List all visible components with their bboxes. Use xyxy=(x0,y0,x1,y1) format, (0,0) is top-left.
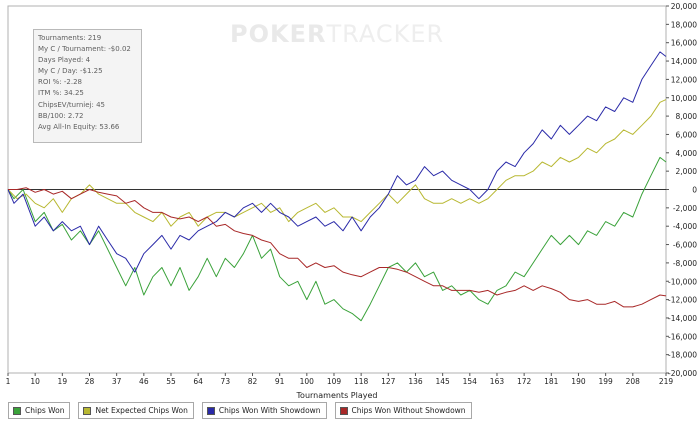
legend-swatch-chips-won xyxy=(13,406,21,415)
y-tick-label: -4,000 xyxy=(673,222,697,231)
chart-legend: Chips Won Net Expected Chips Won Chips W… xyxy=(8,402,472,419)
stat-tournaments: Tournaments: 219 xyxy=(38,34,102,42)
x-tick-label: 145 xyxy=(435,377,450,386)
y-tick-label: -2,000 xyxy=(673,204,697,213)
x-tick-label: 82 xyxy=(248,377,258,386)
x-tick-label: 91 xyxy=(275,377,285,386)
legend-swatch-net-expected xyxy=(83,406,92,415)
x-tick-label: 19 xyxy=(58,377,68,386)
watermark-light: TRACKER xyxy=(326,20,445,48)
stat-bb100: BB/100: 2.72 xyxy=(38,111,84,120)
legend-label: Net Expected Chips Won xyxy=(95,406,188,415)
legend-item-with-showdown[interactable]: Chips Won With Showdown xyxy=(201,402,327,419)
legend-item-net-expected[interactable]: Net Expected Chips Won xyxy=(78,402,194,419)
x-tick-label: 199 xyxy=(598,377,613,386)
x-tick-label: 219 xyxy=(659,377,674,386)
y-tick-label: 0 xyxy=(692,186,697,195)
legend-item-without-showdown[interactable]: Chips Won Without Showdown xyxy=(334,402,472,419)
x-tick-label: 181 xyxy=(544,377,559,386)
legend-label: Chips Won Without Showdown xyxy=(351,406,466,415)
y-tick-label: -6,000 xyxy=(673,241,697,250)
y-tick-label: -12,000 xyxy=(668,296,697,305)
pokertracker-watermark: POKERTRACKER xyxy=(230,20,444,48)
stat-days-played: Days Played: 4 xyxy=(38,56,91,65)
x-tick-label: 136 xyxy=(408,377,423,386)
series-layer xyxy=(7,51,667,322)
y-tick-label: -18,000 xyxy=(668,351,697,360)
x-tick-label: 127 xyxy=(381,377,396,386)
x-tick-label: 163 xyxy=(490,377,505,386)
y-tick-label: -10,000 xyxy=(668,277,697,286)
y-tick-label: -16,000 xyxy=(668,332,697,341)
y-tick-label: -14,000 xyxy=(668,314,697,323)
stat-chipsev: ChipsEV/turniej: 45 xyxy=(38,100,105,109)
y-axis: 20,000 18,000 16,000 14,000 12,000 10,000 8,00… xyxy=(666,2,697,378)
stat-itm: ITM %: 34.25 xyxy=(38,89,84,98)
y-tick-label: 14,000 xyxy=(671,57,697,66)
y-tick-label: 16,000 xyxy=(671,39,697,48)
legend-label: Chips Won xyxy=(25,406,65,415)
x-tick-label: 55 xyxy=(166,377,176,386)
x-tick-label: 10 xyxy=(30,377,40,386)
series-line-2 xyxy=(7,51,667,273)
x-axis-title: Tournaments Played xyxy=(296,391,378,400)
x-tick-label: 208 xyxy=(626,377,641,386)
y-tick-label: 20,000 xyxy=(671,2,697,11)
y-tick-label: 6,000 xyxy=(676,130,698,139)
legend-swatch-without-showdown xyxy=(339,406,348,415)
x-tick-label: 100 xyxy=(300,377,315,386)
x-tick-label: 154 xyxy=(463,377,478,386)
stat-roi: ROI %: -2.28 xyxy=(38,78,83,87)
x-tick-label: 118 xyxy=(354,377,369,386)
legend-item-chips-won[interactable]: Chips Won xyxy=(8,402,71,419)
stat-my-c-per-day: My C / Day: -$1.25 xyxy=(38,67,103,76)
x-tick-label: 46 xyxy=(139,377,149,386)
x-tick-label: 172 xyxy=(517,377,532,386)
watermark-bold: POKER xyxy=(230,20,327,48)
y-tick-label: -8,000 xyxy=(673,259,697,268)
x-tick-label: 37 xyxy=(112,377,122,386)
series-line-0 xyxy=(7,156,667,322)
series-line-3 xyxy=(8,187,667,308)
x-tick-label: 109 xyxy=(327,377,342,386)
y-tick-label: 18,000 xyxy=(671,20,697,29)
stat-my-c-per-tournament: My C / Tournament: -$0.02 xyxy=(38,45,131,54)
y-tick-label: 2,000 xyxy=(676,167,698,176)
x-axis: 1 10 19 28 37 46 55 64 73 82 91 100 109 118 127 136 145 1… xyxy=(6,373,674,386)
x-tick-label: 1 xyxy=(6,377,11,386)
x-tick-label: 28 xyxy=(85,377,95,386)
y-tick-label: 4,000 xyxy=(676,149,698,158)
stat-allin-equity: Avg All-In Equity: 53.66 xyxy=(38,122,120,131)
y-tick-label: 8,000 xyxy=(676,112,698,121)
x-tick-label: 190 xyxy=(571,377,586,386)
stats-box: Tournaments: 219 My C / Tournament: -$0.… xyxy=(33,29,142,143)
legend-swatch-with-showdown xyxy=(206,406,215,415)
y-tick-label: -20,000 xyxy=(668,369,697,378)
y-tick-label: 10,000 xyxy=(671,94,697,103)
y-tick-label: 12,000 xyxy=(671,75,697,84)
x-tick-label: 64 xyxy=(193,377,203,386)
x-tick-label: 73 xyxy=(221,377,231,386)
series-line-1 xyxy=(7,99,667,227)
legend-label: Chips Won With Showdown xyxy=(218,406,321,415)
